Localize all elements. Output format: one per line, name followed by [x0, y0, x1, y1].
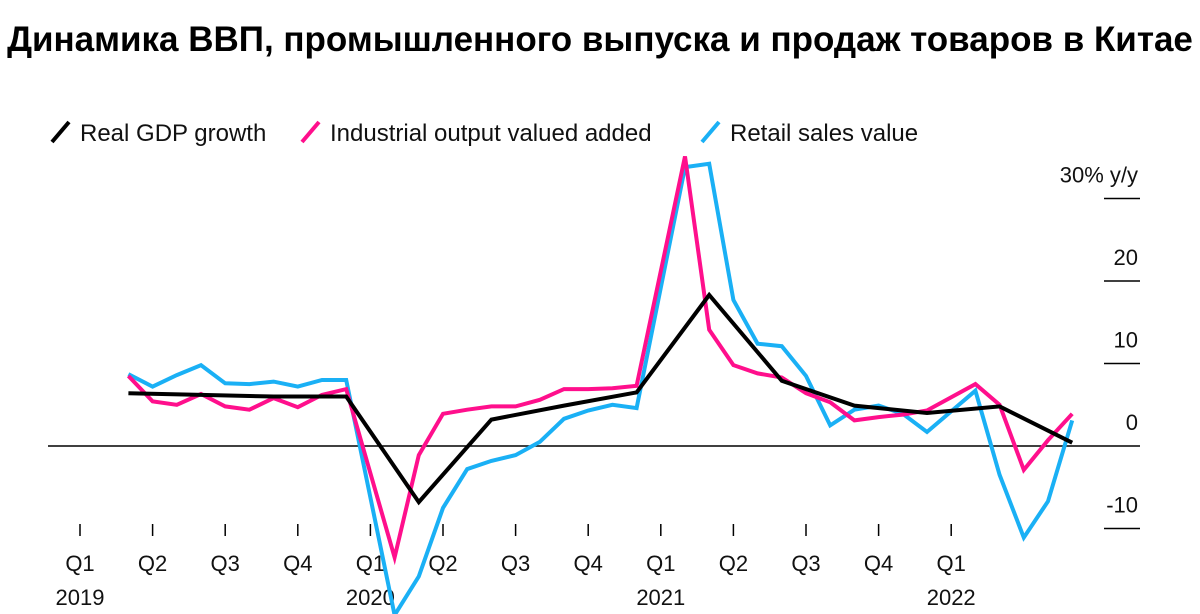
- legend-label-real-gdp-growth: Real GDP growth: [80, 120, 266, 147]
- x-tick-label: Q2: [138, 551, 167, 576]
- legend-swatch-retail-sales-value: [700, 120, 721, 144]
- x-tick-label: Q1: [356, 551, 385, 576]
- x-tick-label: Q1: [646, 551, 675, 576]
- series-line-industrial-output-valued-added: [126, 155, 1074, 566]
- x-tick-year-label: 2021: [636, 585, 685, 610]
- x-tick-year-label: 2019: [56, 585, 105, 610]
- x-tick-year-label: 2020: [346, 585, 395, 610]
- x-tick-label: Q4: [574, 551, 603, 576]
- chart-title: Динамика ВВП, промышленного выпуска и пр…: [7, 20, 1193, 59]
- y-tick-label: -10: [1106, 493, 1138, 518]
- legend-label-industrial-output-valued-added: Industrial output valued added: [330, 120, 652, 147]
- x-tick-label: Q3: [211, 551, 240, 576]
- y-tick-label: 30% y/y: [1060, 163, 1138, 188]
- series-line-real-gdp-growth: [128, 291, 1074, 506]
- y-tick-label: 0: [1126, 410, 1138, 435]
- legend-swatch-industrial-output-valued-added: [300, 120, 321, 144]
- x-tick-label: Q4: [283, 551, 312, 576]
- legend-swatch-real-gdp-growth: [50, 120, 71, 144]
- x-tick-label: Q2: [428, 551, 457, 576]
- x-tick-label: Q2: [719, 551, 748, 576]
- legend-label-retail-sales-value: Retail sales value: [730, 120, 918, 147]
- x-tick-label: Q4: [864, 551, 893, 576]
- x-tick-label: Q1: [65, 551, 94, 576]
- x-tick-label: Q3: [501, 551, 530, 576]
- y-tick-label: 10: [1114, 328, 1138, 353]
- x-tick-year-label: 2022: [927, 585, 976, 610]
- x-tick-label: Q3: [791, 551, 820, 576]
- y-tick-label: 20: [1114, 245, 1138, 270]
- x-tick-label: Q1: [937, 551, 966, 576]
